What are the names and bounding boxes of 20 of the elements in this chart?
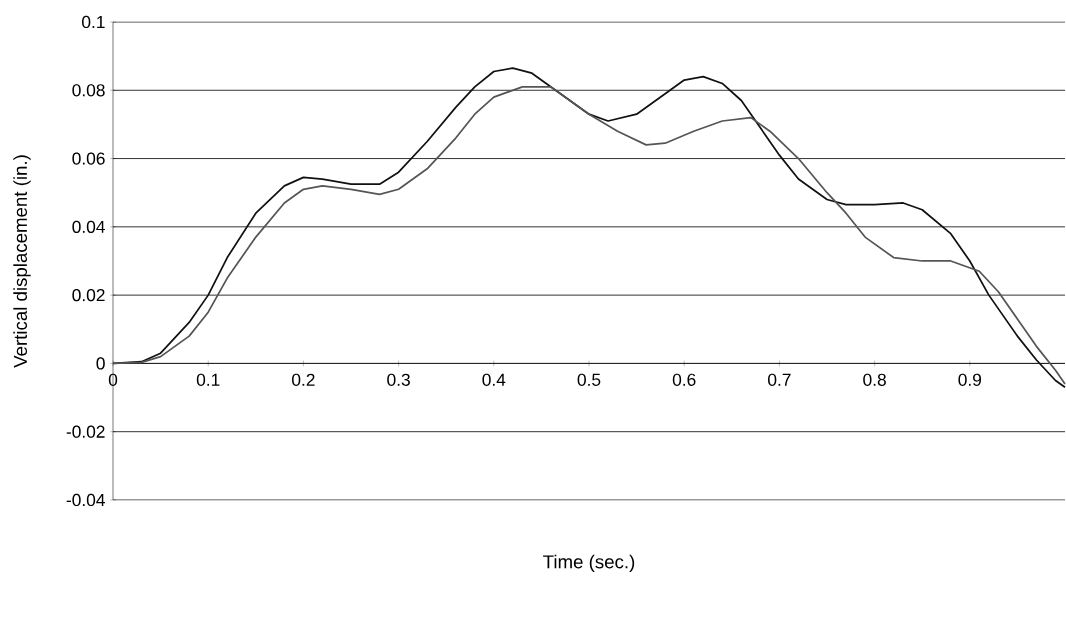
- x-tick-label: 0.9: [958, 373, 982, 386]
- y-tick-label: 0.04: [72, 220, 105, 233]
- y-tick-label: 0.1: [82, 15, 105, 29]
- y-tick-label: 0: [96, 357, 105, 370]
- y-tick-label: 0.06: [72, 152, 105, 165]
- x-tick-label: 0.6: [672, 373, 696, 386]
- x-tick-label: 0.1: [196, 373, 220, 386]
- y-axis-title: Vertical displacement (in.): [13, 155, 31, 368]
- x-tick-label: 0.7: [768, 373, 791, 386]
- x-tick-label: 0.3: [387, 373, 410, 386]
- y-tick-label: -0.02: [66, 425, 105, 438]
- x-tick-label: 0.2: [292, 373, 315, 386]
- x-axis-title: Time (sec.): [543, 554, 635, 573]
- x-tick-label: 0: [108, 373, 118, 386]
- y-tick-label: 0.08: [72, 84, 105, 97]
- x-tick-label: 0.4: [482, 373, 506, 386]
- y-tick-label: -0.04: [66, 493, 105, 507]
- y-tick-label: 0.02: [72, 288, 105, 302]
- x-tick-label: 0.5: [577, 373, 601, 386]
- x-tick-label: 0.8: [863, 373, 886, 386]
